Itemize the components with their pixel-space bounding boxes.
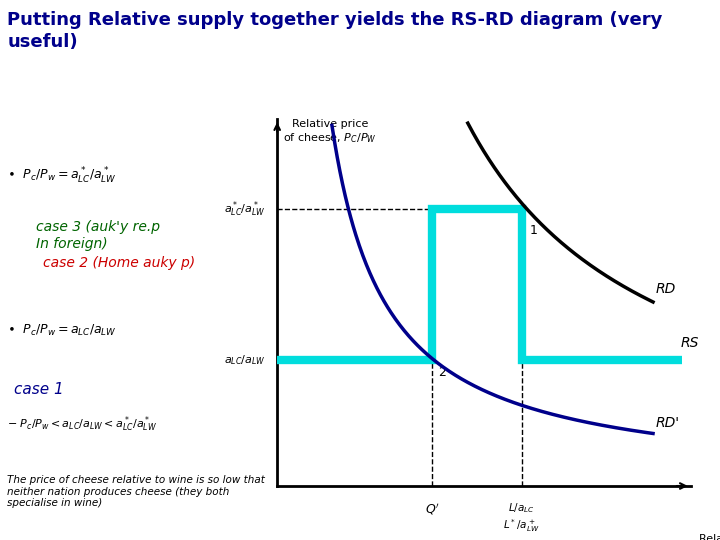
Text: RD': RD'	[656, 416, 680, 430]
Text: $\bullet$  $P_c/P_w=a^*_{LC}/a^*_{LW}$: $\bullet$ $P_c/P_w=a^*_{LC}/a^*_{LW}$	[7, 166, 117, 186]
Text: $-$ $P_c/P_w<a_{LC}/a_{LW}<a^*_{LC}/a^*_{LW}$: $-$ $P_c/P_w<a_{LC}/a_{LW}<a^*_{LC}/a^*_…	[7, 414, 157, 434]
Text: The price of cheese relative to wine is so low that
neither nation produces chee: The price of cheese relative to wine is …	[7, 475, 265, 508]
Text: case 3 (auk'y re.p
In foreign): case 3 (auk'y re.p In foreign)	[36, 220, 160, 251]
Text: $\bullet$  $P_c/P_w=a_{LC}/a_{LW}$: $\bullet$ $P_c/P_w=a_{LC}/a_{LW}$	[7, 323, 117, 338]
Text: $Q'$: $Q'$	[425, 501, 440, 517]
Text: $L/a_{LC}$
$L^*/a^+_{LW}$: $L/a_{LC}$ $L^*/a^+_{LW}$	[503, 501, 540, 534]
Text: Relative quantity
of cheese, $\frac{Q_C + Q_C^*}{Q_W + Q_W^*}$: Relative quantity of cheese, $\frac{Q_C …	[699, 534, 720, 540]
Text: $a^*_{LC}/a^*_{LW}$: $a^*_{LC}/a^*_{LW}$	[224, 199, 265, 219]
Text: 2: 2	[438, 366, 446, 379]
Text: case 2 (Home auky p): case 2 (Home auky p)	[43, 256, 195, 270]
Text: case 1: case 1	[14, 382, 64, 396]
Text: Putting Relative supply together yields the RS-RD diagram (very
useful): Putting Relative supply together yields …	[7, 11, 662, 51]
Text: RS: RS	[680, 336, 698, 350]
Text: 1: 1	[529, 224, 537, 237]
Text: $a_{LC}/a_{LW}$: $a_{LC}/a_{LW}$	[224, 353, 265, 367]
Text: Relative price
of cheese, $P_C/P_W$: Relative price of cheese, $P_C/P_W$	[283, 119, 377, 145]
Text: RD: RD	[656, 282, 676, 296]
